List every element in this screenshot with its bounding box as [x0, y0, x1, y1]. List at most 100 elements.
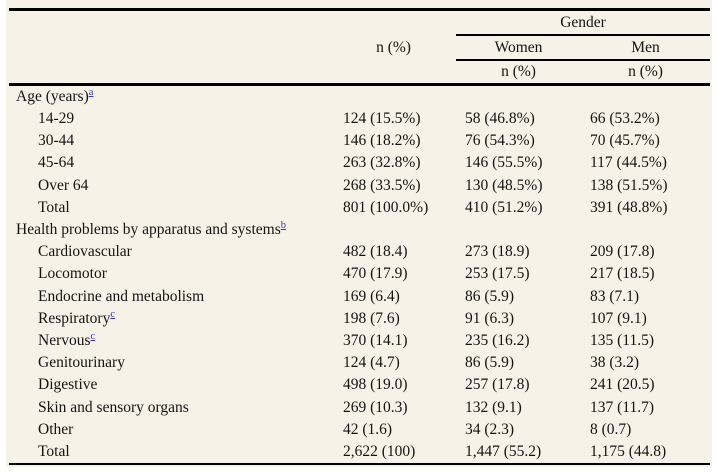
table-row: 30-44 146 (18.2%) 76 (54.3%) 70 (45.7%)	[9, 130, 710, 152]
cell-women: 273 (18.9)	[465, 243, 530, 261]
cell-women: 58 (46.8%)	[465, 110, 535, 128]
table-row: Skin and sensory organs 269 (10.3) 132 (…	[9, 396, 710, 418]
footnote-link-a[interactable]: a	[88, 86, 94, 98]
section-title: Age (years)a	[9, 85, 710, 109]
table-row: Digestive 498 (19.0) 257 (17.8) 241 (20.…	[9, 374, 710, 396]
table-row: Genitourinary 124 (4.7) 86 (5.9) 38 (3.2…	[9, 352, 710, 374]
cell-total: 263 (32.8%)	[343, 154, 421, 172]
cell-women: 410 (51.2%)	[465, 198, 543, 216]
cell-total: 169 (6.4)	[343, 287, 400, 305]
cell-men: 241 (20.5)	[590, 376, 655, 394]
row-label: Total	[38, 198, 70, 216]
demographics-table: Gender n (%) Women Men n (%) n (%) Age (…	[9, 8, 710, 465]
header-spacer	[331, 10, 456, 36]
cell-total: 124 (15.5%)	[343, 110, 421, 128]
cell-women: 235 (16.2)	[465, 331, 530, 349]
table-row: Nervousc 370 (14.1) 235 (16.2) 135 (11.5…	[9, 330, 710, 352]
row-label: Genitourinary	[38, 354, 125, 372]
cell-total: 124 (4.7)	[343, 354, 400, 372]
cell-men: 135 (11.5)	[590, 331, 654, 349]
row-label: 14-29	[38, 110, 75, 128]
cell-women: 253 (17.5)	[465, 265, 530, 283]
cell-total: 146 (18.2%)	[343, 132, 421, 150]
cell-women: 132 (9.1)	[465, 398, 522, 416]
row-label: Over 64	[38, 176, 89, 194]
row-label: Nervousc	[9, 330, 331, 352]
table-row: Over 64 268 (33.5%) 130 (48.5%) 138 (51.…	[9, 175, 710, 197]
gender-column-header: Gender	[456, 9, 710, 36]
row-label: Other	[38, 420, 74, 438]
cell-men: 138 (51.5%)	[590, 176, 668, 194]
section-title-text: Age (years)	[16, 88, 89, 105]
table-row: 14-29 124 (15.5%) 58 (46.8%) 66 (53.2%)	[9, 108, 710, 130]
header-row-columns: n (%) Women Men	[9, 35, 710, 61]
table-row: Cardiovascular 482 (18.4) 273 (18.9) 209…	[9, 241, 710, 263]
row-label: Respiratoryc	[9, 308, 331, 330]
row-label: Locomotor	[38, 265, 107, 283]
cell-men: 209 (17.8)	[590, 243, 655, 261]
header-spacer	[9, 60, 331, 86]
row-label: Endocrine and metabolism	[38, 287, 205, 305]
table-row: Endocrine and metabolism 169 (6.4) 86 (5…	[9, 286, 710, 308]
footnote-link-c[interactable]: c	[110, 308, 115, 320]
section-title-text: Health problems by apparatus and systems	[16, 221, 281, 239]
cell-men: 137 (11.7)	[590, 398, 654, 416]
table-row: Total 2,622 (100) 1,447 (55.2) 1,175 (44…	[9, 441, 710, 464]
row-label-text: Respiratory	[38, 309, 111, 327]
cell-women: 86 (5.9)	[465, 354, 515, 372]
table-background-panel: Gender n (%) Women Men n (%) n (%) Age (…	[6, 0, 712, 467]
cell-total: 268 (33.5%)	[343, 176, 421, 194]
header-spacer	[9, 35, 331, 60]
cell-total: 482 (18.4)	[343, 243, 408, 261]
cell-men: 117 (44.5%)	[590, 154, 667, 172]
cell-men: 107 (9.1)	[590, 309, 647, 327]
cell-men: 83 (7.1)	[590, 287, 640, 305]
women-column-header: Women	[456, 35, 581, 61]
table-row: Locomotor 470 (17.9) 253 (17.5) 217 (18.…	[9, 263, 710, 285]
cell-women: 1,447 (55.2)	[465, 442, 542, 460]
table-row: Other 42 (1.6) 34 (2.3) 8 (0.7)	[9, 419, 710, 441]
cell-women: 76 (54.3%)	[465, 132, 535, 150]
row-label: 45-64	[38, 154, 75, 172]
cell-men: 1,175 (44.8)	[590, 442, 667, 460]
table-row: Total 801 (100.0%) 410 (51.2%) 391 (48.8…	[9, 197, 710, 219]
cell-women: 91 (6.3)	[465, 309, 515, 327]
men-column-header: Men	[581, 35, 710, 61]
cell-women: 257 (17.8)	[465, 376, 530, 394]
cell-total: 198 (7.6)	[343, 309, 400, 327]
row-label: Skin and sensory organs	[38, 398, 189, 416]
total-n-pct-header: n (%)	[376, 38, 411, 56]
cell-women: 130 (48.5%)	[465, 176, 543, 194]
footnote-link-c[interactable]: c	[90, 330, 96, 342]
table-row: Respiratoryc 198 (7.6) 91 (6.3) 107 (9.1…	[9, 308, 710, 330]
women-n-pct-header: n (%)	[456, 60, 581, 86]
cell-men: 391 (48.8%)	[590, 198, 668, 216]
cell-total: 370 (14.1)	[343, 331, 408, 349]
cell-total: 801 (100.0%)	[343, 198, 429, 216]
section-row-age: Age (years)a	[9, 85, 710, 109]
cell-women: 86 (5.9)	[465, 287, 515, 305]
cell-total: 42 (1.6)	[343, 420, 393, 438]
cell-total: 269 (10.3)	[343, 398, 408, 416]
cell-women: 34 (2.3)	[465, 420, 515, 438]
header-row-subunits: n (%) n (%)	[9, 60, 710, 86]
cell-women: 146 (55.5%)	[465, 154, 543, 172]
row-label: 30-44	[38, 132, 75, 150]
cell-men: 70 (45.7%)	[590, 132, 660, 150]
men-n-pct-header: n (%)	[581, 60, 710, 86]
row-label: Digestive	[38, 376, 98, 394]
table-row: 45-64 263 (32.8%) 146 (55.5%) 117 (44.5%…	[9, 152, 710, 174]
section-row-health-problems: Health problems by apparatus and systems…	[9, 219, 710, 241]
cell-total: 498 (19.0)	[343, 376, 408, 394]
row-label: Total	[38, 442, 70, 460]
row-label: Cardiovascular	[38, 243, 132, 261]
header-spacer	[331, 60, 456, 86]
cell-men: 66 (53.2%)	[590, 110, 660, 128]
section-title: Health problems by apparatus and systems…	[9, 219, 710, 241]
cell-total: 2,622 (100)	[343, 442, 416, 460]
cell-men: 217 (18.5)	[590, 265, 655, 283]
footnote-link-b[interactable]: b	[280, 219, 286, 231]
header-row-gender: Gender	[9, 9, 710, 36]
header-spacer	[9, 10, 331, 36]
cell-total: 470 (17.9)	[343, 265, 408, 283]
